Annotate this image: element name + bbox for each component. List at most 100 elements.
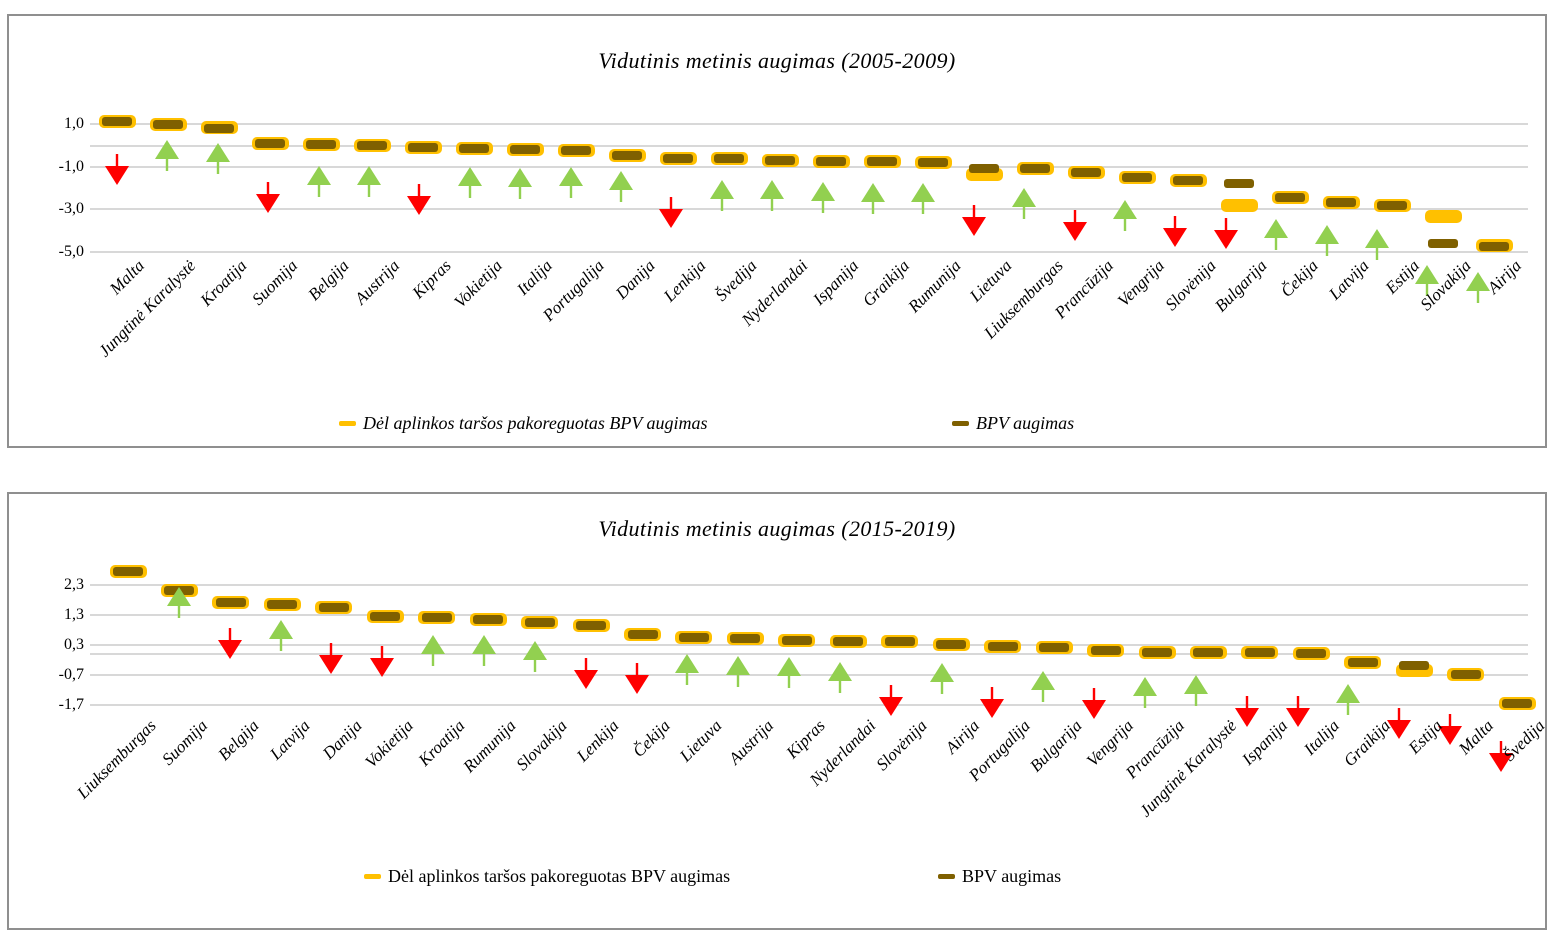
down-arrow-icon <box>369 646 395 682</box>
legend-item: BPV augimas <box>952 413 1074 434</box>
bpv-marker <box>678 632 709 642</box>
bpv-marker <box>408 143 438 153</box>
bpv-marker <box>306 139 336 149</box>
up-arrow-icon <box>1314 224 1340 261</box>
y-axis-label: 2,3 <box>64 575 84 593</box>
y-axis-label: -5,0 <box>58 242 84 260</box>
down-arrow-icon <box>573 658 599 694</box>
plot-area: 2,3 1,3 0,3 -0,7 -1,7 Liuksemburgas Suomija Bel… <box>9 494 1549 928</box>
up-arrow-icon <box>154 139 180 176</box>
bpv-marker <box>1224 179 1254 189</box>
bpv-marker <box>1244 647 1275 657</box>
down-arrow-icon <box>1162 215 1188 252</box>
up-arrow-icon <box>507 168 533 204</box>
up-arrow-icon <box>1335 684 1361 720</box>
bpv-marker <box>627 629 658 639</box>
down-arrow-icon <box>1437 713 1463 750</box>
up-arrow-icon <box>166 586 192 623</box>
up-arrow-icon <box>1112 200 1138 236</box>
y-axis-label: -0,7 <box>58 665 84 683</box>
legend-label: BPV augimas <box>962 866 1062 886</box>
bpv-marker <box>1090 646 1121 656</box>
bpv-marker <box>1122 172 1152 182</box>
gridline <box>90 703 1528 706</box>
bpv-marker <box>1326 198 1356 208</box>
down-arrow-icon <box>217 628 243 664</box>
down-arrow-icon <box>318 643 344 679</box>
chart-title: Vidutinis metinis augimas (2005-2009) <box>598 48 956 73</box>
up-arrow-icon <box>471 634 497 671</box>
down-arrow-icon <box>406 184 432 220</box>
up-arrow-icon <box>1414 265 1440 301</box>
down-arrow-icon <box>1488 740 1514 777</box>
up-arrow-icon <box>776 657 802 693</box>
bpv-marker <box>510 145 540 155</box>
chart-panel-2005-2009: Vidutinis metinis augimas (2005-2009) 1,… <box>7 14 1547 448</box>
up-arrow-icon <box>1465 271 1491 308</box>
gridline <box>90 583 1528 586</box>
up-arrow-icon <box>759 180 785 216</box>
down-arrow-icon <box>104 154 130 190</box>
y-axis-label: 0,3 <box>64 635 84 653</box>
bpv-marker <box>1275 193 1305 203</box>
adjusted-bpv-marker <box>1424 210 1462 224</box>
bpv-marker <box>663 153 693 163</box>
legend-label: BPV augimas <box>976 413 1075 433</box>
y-axis-label: 1,3 <box>64 605 84 623</box>
bpv-marker <box>1173 176 1203 186</box>
bpv-marker <box>884 637 915 647</box>
adjusted-bpv-marker <box>1220 198 1258 212</box>
down-arrow-icon <box>1081 688 1107 724</box>
chart-legend: Dėl aplinkos taršos pakoreguotas BPV aug… <box>9 16 1545 446</box>
bpv-marker <box>459 144 489 154</box>
down-arrow-icon <box>1213 218 1239 254</box>
bpv-marker <box>1479 241 1509 251</box>
up-arrow-icon <box>827 661 853 698</box>
down-arrow-icon <box>979 686 1005 723</box>
bpv-marker <box>113 566 143 576</box>
y-axis-label: 1,0 <box>64 115 84 133</box>
up-arrow-icon <box>674 654 700 690</box>
zero-gridline <box>90 652 1528 655</box>
bpv-marker <box>1450 670 1481 680</box>
up-arrow-icon <box>1364 229 1390 265</box>
bpv-marker <box>524 617 555 627</box>
bpv-marker <box>1142 647 1172 657</box>
gridline <box>90 165 1528 168</box>
down-arrow-icon <box>624 662 650 699</box>
bpv-marker <box>421 613 452 623</box>
up-arrow-icon <box>608 170 634 207</box>
bpv-marker <box>816 156 846 166</box>
plot-area: 1,0 -1,0 -3,0 -5,0 Malta Jungtinė Karalystė Kr… <box>9 16 1545 446</box>
bpv-marker <box>153 119 183 129</box>
bpv-marker <box>473 614 504 624</box>
gridline <box>90 123 1528 126</box>
bpv-marker <box>781 635 812 645</box>
down-arrow-icon <box>961 205 987 241</box>
bpv-marker <box>267 599 298 609</box>
bpv-marker <box>867 156 897 166</box>
bpv-marker <box>1193 647 1224 657</box>
legend-label: Dėl aplinkos taršos pakoreguotas BPV aug… <box>388 866 731 886</box>
legend-dash-icon <box>364 874 381 879</box>
down-arrow-icon <box>1234 695 1260 732</box>
chart-legend: Dėl aplinkos taršos pakoreguotas BPV aug… <box>9 494 1545 928</box>
up-arrow-icon <box>929 663 955 699</box>
up-arrow-icon <box>356 166 382 202</box>
bpv-marker <box>1071 167 1101 177</box>
up-arrow-icon <box>1183 675 1209 711</box>
legend-item: BPV augimas <box>938 866 1061 887</box>
up-arrow-icon <box>1263 219 1289 255</box>
y-axis-label: -3,0 <box>58 200 84 218</box>
bpv-marker <box>370 611 401 621</box>
bpv-marker <box>987 641 1018 651</box>
bpv-marker <box>204 124 234 133</box>
up-arrow-icon <box>860 183 886 219</box>
bpv-marker <box>318 602 349 612</box>
bpv-marker <box>1399 661 1430 671</box>
up-arrow-icon <box>420 634 446 671</box>
up-arrow-icon <box>268 619 294 656</box>
down-arrow-icon <box>255 181 281 218</box>
bpv-marker <box>765 155 795 165</box>
down-arrow-icon <box>878 685 904 721</box>
